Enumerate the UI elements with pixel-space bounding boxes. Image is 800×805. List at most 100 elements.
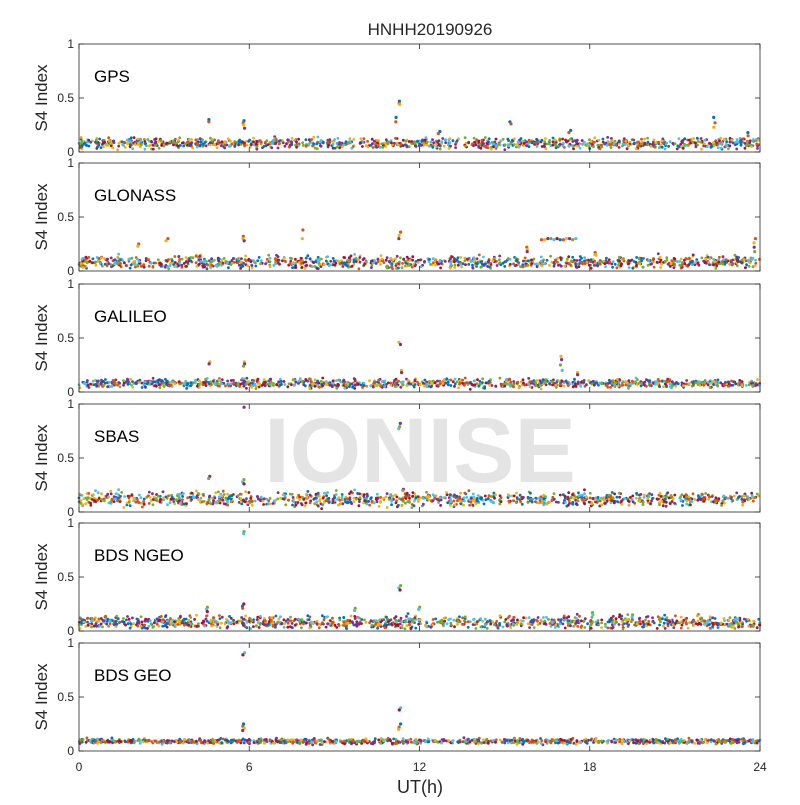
data-point — [289, 257, 292, 260]
data-point — [512, 386, 515, 389]
data-point — [233, 144, 236, 147]
data-point — [642, 620, 645, 623]
data-point — [239, 497, 242, 500]
data-point — [583, 488, 586, 491]
data-point — [175, 498, 178, 501]
data-point — [756, 493, 759, 496]
data-point — [254, 265, 257, 268]
data-point — [675, 385, 678, 388]
data-point — [502, 138, 505, 141]
data-point — [173, 255, 176, 258]
data-point — [449, 257, 452, 260]
data-point — [311, 383, 314, 386]
data-point — [737, 496, 740, 499]
data-point — [122, 379, 125, 382]
data-point — [509, 381, 512, 384]
data-point — [651, 497, 654, 500]
data-point — [163, 145, 166, 148]
data-point — [110, 385, 113, 388]
data-point — [644, 381, 647, 384]
data-point — [372, 146, 375, 149]
data-point — [614, 140, 617, 143]
data-point — [209, 502, 212, 505]
data-point — [577, 382, 580, 385]
data-point — [149, 496, 152, 499]
data-point — [576, 503, 579, 506]
data-point — [616, 378, 619, 381]
data-point — [230, 500, 233, 503]
data-point — [481, 377, 484, 380]
data-point — [97, 144, 100, 147]
data-point — [388, 260, 391, 263]
data-point — [126, 141, 129, 144]
data-point — [246, 264, 249, 267]
data-point — [408, 140, 411, 143]
data-point — [152, 503, 155, 506]
data-point — [536, 145, 539, 148]
data-point — [453, 257, 456, 260]
data-point — [419, 384, 422, 387]
data-point — [745, 263, 748, 266]
data-point — [635, 497, 638, 500]
data-point — [562, 238, 565, 241]
data-point — [627, 144, 630, 147]
data-point — [363, 137, 366, 140]
data-point — [312, 142, 315, 145]
data-point — [337, 504, 340, 507]
data-point — [721, 263, 724, 266]
data-point — [600, 144, 603, 147]
data-point — [560, 379, 563, 382]
data-point — [632, 501, 635, 504]
data-point — [365, 261, 368, 264]
data-point — [688, 495, 691, 498]
data-point — [647, 264, 650, 267]
data-point — [414, 145, 417, 148]
data-point — [452, 139, 455, 142]
data-point — [622, 257, 625, 260]
data-point — [171, 496, 174, 499]
data-point — [142, 500, 145, 503]
data-point — [464, 263, 467, 266]
data-point — [316, 147, 319, 150]
data-point — [185, 387, 188, 390]
data-point — [627, 499, 630, 502]
data-point — [612, 497, 615, 500]
data-point — [670, 494, 673, 497]
data-point — [423, 260, 426, 263]
data-point — [366, 503, 369, 506]
data-point — [444, 260, 447, 263]
data-point — [80, 136, 83, 139]
data-point — [472, 144, 475, 147]
data-point — [457, 386, 460, 389]
data-point — [437, 132, 440, 135]
data-point — [692, 492, 695, 495]
data-point — [601, 497, 604, 500]
data-point — [391, 267, 394, 270]
data-point — [620, 264, 623, 267]
data-point — [305, 257, 308, 260]
data-point — [313, 265, 316, 268]
data-point — [718, 256, 721, 259]
data-point — [149, 144, 152, 147]
data-point — [237, 494, 240, 497]
data-point — [618, 140, 621, 143]
data-point — [97, 491, 100, 494]
data-point — [616, 496, 619, 499]
data-point — [571, 140, 574, 143]
data-point — [647, 141, 650, 144]
data-point — [108, 139, 111, 142]
data-point — [147, 258, 150, 261]
data-point — [332, 257, 335, 260]
data-point — [436, 380, 439, 383]
data-point — [246, 501, 249, 504]
plot-area — [79, 44, 760, 152]
data-point — [232, 382, 235, 385]
data-point — [710, 145, 713, 148]
data-point — [437, 384, 440, 387]
data-point — [423, 379, 426, 382]
data-point — [577, 500, 580, 503]
data-point — [284, 145, 287, 148]
data-point — [727, 619, 730, 622]
data-point — [226, 493, 229, 496]
